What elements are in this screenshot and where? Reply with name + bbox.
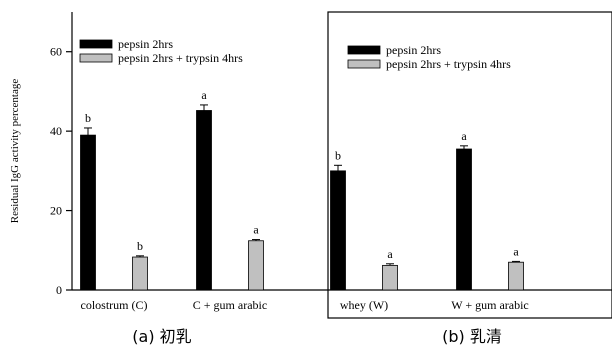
- panel-a: Residual IgG activity percentage 0 20 40 60…: [9, 12, 328, 346]
- significance-letter: a: [461, 129, 467, 143]
- y-tick-label: 60: [50, 45, 62, 59]
- bar: [248, 240, 264, 291]
- legend-swatch: [79, 53, 113, 63]
- bar: [508, 261, 524, 291]
- significance-letter: a: [253, 223, 259, 237]
- y-tick-label: 20: [50, 204, 62, 218]
- legend-label: pepsin 2hrs + trypsin 4hrs: [118, 51, 243, 65]
- legend-label: pepsin 2hrs: [118, 37, 173, 51]
- panel-a-caption: (a) 初乳: [132, 327, 191, 346]
- category-label: W + gum arabic: [451, 298, 529, 312]
- significance-letter: a: [387, 247, 393, 261]
- y-tick-label: 0: [56, 283, 62, 297]
- legend-swatch: [347, 59, 381, 69]
- legend-swatch: [347, 45, 381, 55]
- significance-letter: b: [85, 111, 91, 125]
- legend-label: pepsin 2hrs: [386, 43, 441, 57]
- bar: [456, 148, 472, 291]
- category-label: C + gum arabic: [193, 298, 267, 312]
- category-label: whey (W): [340, 298, 388, 312]
- category-label: colostrum (C): [81, 298, 148, 312]
- panel-a-y-axis-label: Residual IgG activity percentage: [9, 79, 21, 224]
- bar: [382, 264, 398, 291]
- bar: [196, 110, 212, 291]
- panel-b-frame: [327, 11, 612, 319]
- significance-letter: a: [513, 244, 519, 258]
- legend-label: pepsin 2hrs + trypsin 4hrs: [386, 57, 511, 71]
- significance-letter: b: [137, 239, 143, 253]
- bar: [80, 134, 96, 291]
- significance-letter: b: [335, 148, 341, 162]
- bar: [132, 256, 148, 291]
- y-tick-label: 40: [50, 124, 62, 138]
- bar: [330, 170, 346, 291]
- panel-b-caption: (b) 乳清: [442, 327, 502, 346]
- legend-swatch: [79, 39, 113, 49]
- significance-letter: a: [201, 88, 207, 102]
